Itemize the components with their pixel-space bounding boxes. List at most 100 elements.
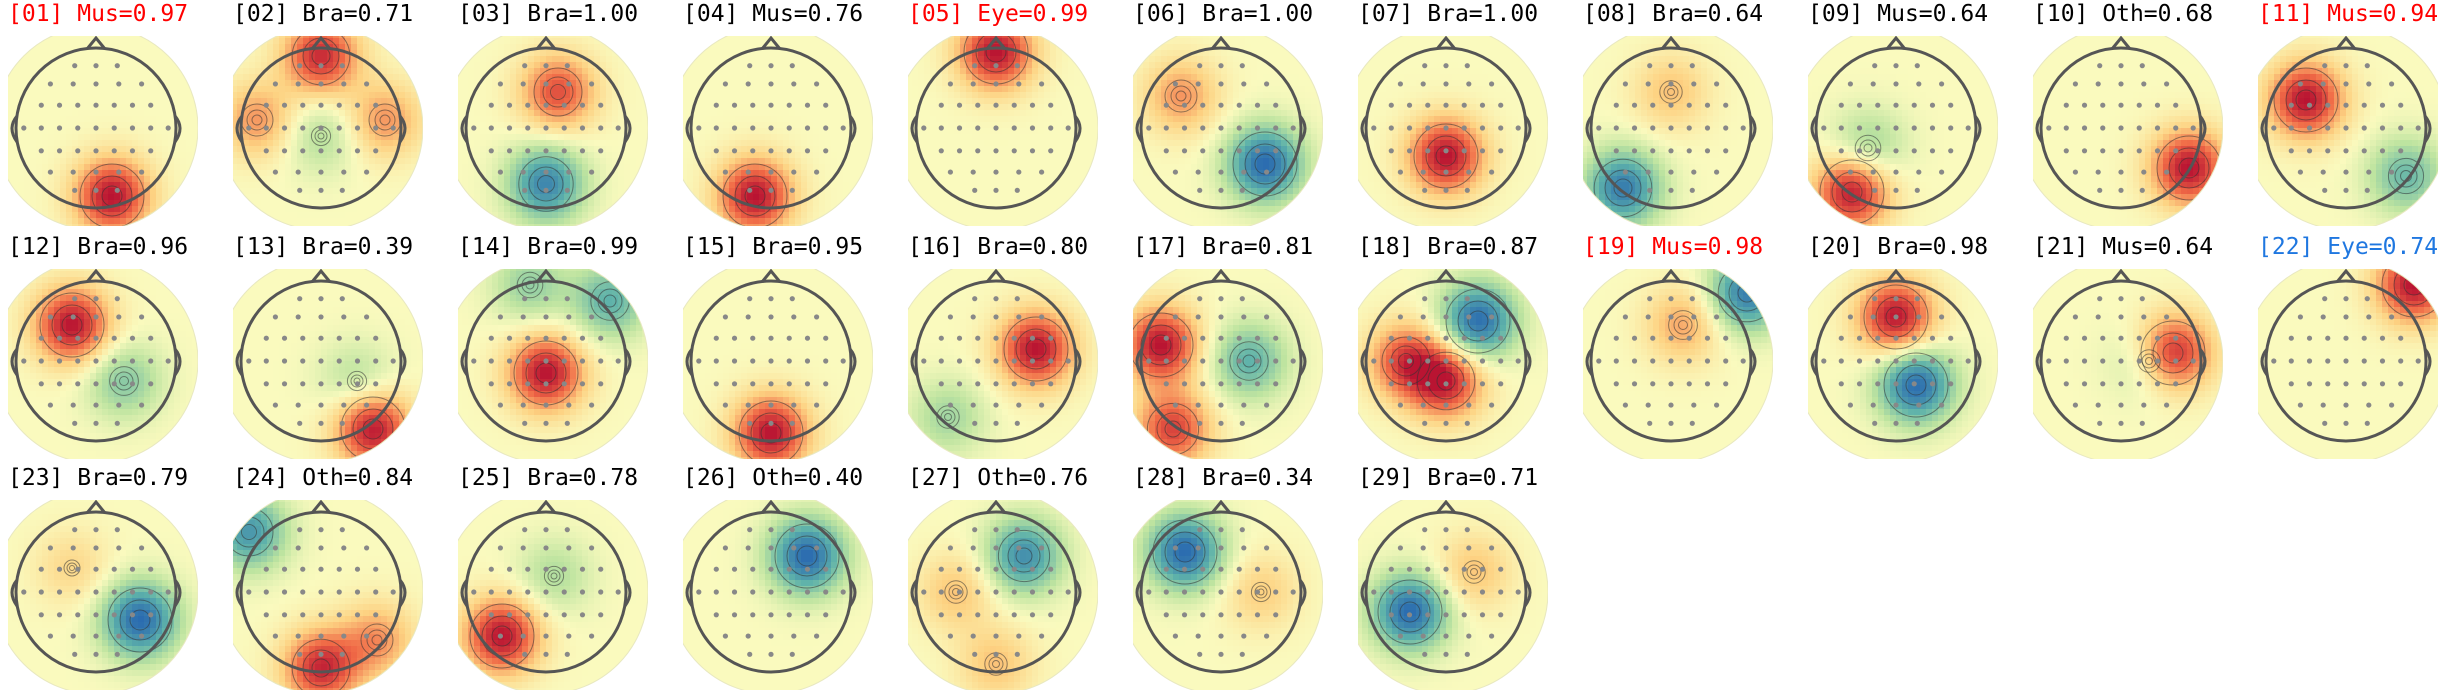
electrode-dot: [1173, 314, 1178, 319]
electrode-dot: [1425, 381, 1430, 386]
electrode-dot: [2366, 169, 2371, 174]
electrode-dot: [2082, 125, 2087, 130]
electrode-dot: [337, 358, 342, 363]
electrode-dot: [2137, 148, 2142, 153]
electrode-dot: [318, 402, 323, 407]
electrode-dot: [115, 63, 120, 68]
electrode-dot: [1146, 589, 1151, 594]
electrode-dot: [2140, 421, 2145, 426]
electrode-dot: [93, 63, 98, 68]
electrode-dot: [2343, 125, 2348, 130]
electrode-dot: [723, 402, 728, 407]
electrode-dot: [565, 296, 570, 301]
electrode-dot: [525, 336, 530, 341]
electrode-dot: [791, 81, 796, 86]
electrode-dot: [1164, 336, 1169, 341]
electrode-dot: [1848, 314, 1853, 319]
electrode-dot: [1218, 169, 1223, 174]
electrode-dot: [1264, 633, 1269, 638]
electrode-dot: [1196, 545, 1201, 550]
electrode-dot: [746, 81, 751, 86]
electrode-dot: [148, 381, 153, 386]
electrode-dot: [1182, 612, 1187, 617]
electrode-dot: [1668, 188, 1673, 193]
electrode-dot: [1480, 567, 1485, 572]
electrode-dot: [1218, 381, 1223, 386]
scalp-map: [908, 269, 1098, 459]
electrode-dot: [1264, 81, 1269, 86]
electrode-dot: [1480, 103, 1485, 108]
electrode-dot: [2343, 188, 2348, 193]
electrode-dot: [1632, 103, 1637, 108]
component-title: [14] Bra=0.99: [458, 233, 688, 265]
electrode-dot: [2380, 125, 2385, 130]
electrode-dot: [355, 381, 360, 386]
electrode-dot: [318, 81, 323, 86]
electrode-dot: [2100, 103, 2105, 108]
electrode-dot: [971, 314, 976, 319]
electrode-dot: [71, 545, 76, 550]
electrode-dot: [1389, 125, 1394, 130]
topomap-panel: [07] Bra=1.00: [1358, 0, 1578, 220]
electrode-dot: [1498, 336, 1503, 341]
electrode-dot: [768, 314, 773, 319]
electrode-dot: [1668, 296, 1673, 301]
electrode-dot: [750, 567, 755, 572]
electrode-dot: [1200, 567, 1205, 572]
electrode-dot: [993, 63, 998, 68]
electrode-dot: [1465, 188, 1470, 193]
electrode-dot: [714, 125, 719, 130]
component-index: [05]: [908, 1, 963, 27]
electrode-dot: [543, 633, 548, 638]
electrode-dot: [1422, 63, 1427, 68]
electrode-dot: [2365, 188, 2370, 193]
electrode-dot: [750, 589, 755, 594]
component-title: [27] Oth=0.76: [908, 464, 1138, 496]
electrode-dot: [939, 125, 944, 130]
component-score: 0.98: [1708, 234, 1763, 260]
electrode-dot: [318, 125, 323, 130]
electrode-dot: [246, 125, 251, 130]
component-title: [04] Mus=0.76: [683, 0, 913, 32]
electrode-dot: [341, 402, 346, 407]
electrode-dot: [790, 296, 795, 301]
electrode-dot: [39, 148, 44, 153]
electrode-dot: [391, 589, 396, 594]
electrode-dot: [364, 402, 369, 407]
electrode-dot: [1668, 336, 1673, 341]
topomap-panel: [08] Bra=0.64: [1583, 0, 1803, 220]
electrode-dot: [1516, 589, 1521, 594]
electrode-dot: [823, 336, 828, 341]
electrode-dot: [2155, 336, 2160, 341]
electrode-dot: [975, 148, 980, 153]
electrode-dot: [1200, 381, 1205, 386]
electrode-dot: [2137, 358, 2142, 363]
electrode-dot: [1425, 336, 1430, 341]
electrode-dot: [2073, 314, 2078, 319]
electrode-dot: [1632, 358, 1637, 363]
electrode-dot: [1015, 63, 1020, 68]
electrode-dot: [768, 652, 773, 657]
electrode-dot: [1048, 125, 1053, 130]
electrode-dot: [566, 81, 571, 86]
electrode-dot: [1197, 421, 1202, 426]
electrode-dot: [1197, 652, 1202, 657]
electrode-dot: [2118, 103, 2123, 108]
electrode-dot: [2118, 81, 2123, 86]
electrode-dot: [805, 567, 810, 572]
electrode-dot: [957, 567, 962, 572]
electrode-dot: [93, 612, 98, 617]
electrode-dot: [1668, 125, 1673, 130]
electrode-dot: [580, 358, 585, 363]
electrode-dot: [750, 148, 755, 153]
electrode-dot: [1480, 589, 1485, 594]
electrode-dot: [993, 633, 998, 638]
electrode-dot: [750, 125, 755, 130]
electrode-dot: [1875, 358, 1880, 363]
electrode-dot: [805, 612, 810, 617]
component-title: [09] Mus=0.64: [1808, 0, 2038, 32]
electrode-dot: [2298, 169, 2303, 174]
electrode-dot: [1218, 527, 1223, 532]
electrode-dot: [805, 336, 810, 341]
component-title: [03] Bra=1.00: [458, 0, 688, 32]
